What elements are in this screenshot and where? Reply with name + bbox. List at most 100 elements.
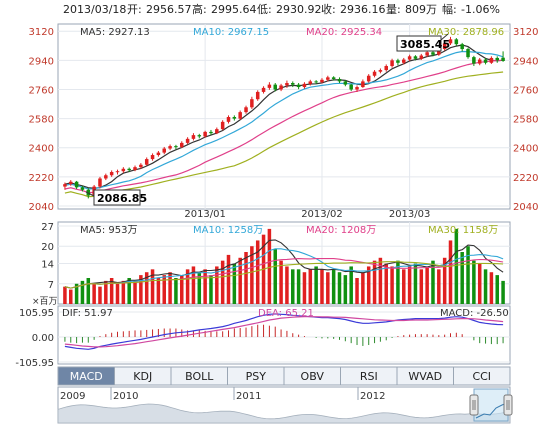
price-candle-body: [174, 146, 178, 148]
volume-bar: [156, 278, 161, 304]
volume-bar: [215, 266, 219, 304]
tab-wvad-label: WVAD: [408, 370, 442, 383]
macd-tick: -105.95: [15, 358, 54, 369]
high-label: 高:: [192, 2, 207, 16]
price-tick-right: 2580: [513, 115, 538, 126]
volume-bar: [302, 272, 307, 304]
low-marker-label: 2086.85: [97, 192, 147, 205]
volume-bar: [63, 286, 67, 304]
tab-wvad[interactable]: WVAD: [396, 366, 454, 386]
tab-psy[interactable]: PSY: [227, 366, 285, 386]
volume-bar: [133, 280, 137, 304]
price-candle-body: [109, 172, 114, 176]
volume-bar: [320, 269, 324, 304]
price-candle-body: [343, 81, 348, 85]
volume-bar: [98, 286, 102, 304]
volume-bar: [279, 260, 283, 304]
volume-bar: [168, 272, 172, 304]
dea-label: DEA: 65.21: [258, 308, 314, 319]
volume-bar: [366, 266, 371, 304]
navigator-year-label: 2010: [113, 391, 138, 402]
tab-cci-bg[interactable]: [453, 366, 511, 386]
price-candle-body: [267, 84, 272, 88]
price-candle-body: [419, 55, 424, 59]
tab-cci[interactable]: CCI: [453, 366, 511, 386]
price-candle-body: [495, 57, 499, 61]
price-candle-body: [302, 83, 307, 88]
low-value: 2930.92: [276, 3, 322, 16]
volume-bar: [314, 266, 318, 304]
volume-value: 809万: [405, 3, 437, 16]
volume-tick: 7: [48, 280, 54, 291]
indicator-tabs: MACD KDJ BOLL PSY OBV RSI WVAD CCI: [57, 366, 511, 386]
price-candle-body: [279, 85, 283, 90]
volume-bar: [86, 278, 91, 304]
price-candle-body: [197, 135, 202, 137]
price-tick-left: 2580: [29, 115, 54, 126]
volume-ma-line-30: [64, 261, 504, 289]
volume-bar: [390, 266, 394, 304]
tab-rsi[interactable]: RSI: [340, 366, 398, 386]
volume-bar: [372, 260, 377, 304]
volume-bar: [244, 252, 248, 304]
price-candle-body: [425, 52, 429, 56]
volume-bar: [384, 263, 388, 304]
price-ma-line-10: [64, 50, 504, 190]
price-x-tick: 2013/01: [184, 209, 226, 220]
volume-bar: [115, 283, 120, 304]
open-label: 开:: [127, 3, 142, 16]
volume-bar: [337, 272, 342, 304]
volume-bar: [92, 283, 96, 304]
price-candle-body: [285, 83, 289, 86]
volume-bar: [203, 269, 207, 304]
volume-ma-legend-item: MA10: 1258万: [193, 225, 263, 236]
tab-cci-label: CCI: [472, 370, 491, 383]
price-ma-legend-item: MA10: 2967.15: [193, 27, 269, 38]
price-candle-body: [501, 57, 505, 61]
change-label: 幅:: [442, 3, 457, 16]
volume-bar: [69, 289, 73, 304]
volume-bar: [472, 260, 476, 304]
tab-boll[interactable]: BOLL: [170, 366, 228, 386]
navigator-right-handle[interactable]: [503, 394, 513, 416]
price-candle-body: [156, 152, 161, 156]
price-candle-body: [442, 43, 447, 50]
navigator-left-handle[interactable]: [469, 394, 479, 416]
price-candle-body: [384, 66, 388, 71]
tab-kdj[interactable]: KDJ: [114, 366, 172, 386]
volume-bar: [419, 269, 424, 304]
volume-bar: [489, 272, 494, 304]
volume-bar: [331, 269, 336, 304]
price-candle-body: [431, 52, 435, 55]
volume-bar: [378, 257, 383, 304]
volume-bar: [442, 257, 447, 304]
volume-bar: [220, 260, 225, 304]
volume-bar: [495, 275, 499, 304]
price-ma-line-30: [64, 71, 504, 198]
price-candle-body: [191, 135, 196, 139]
tab-macd[interactable]: MACD: [57, 366, 115, 386]
volume-bar: [477, 263, 482, 304]
volume-bars: [63, 228, 505, 304]
price-candle-body: [466, 49, 470, 58]
price-candle-body: [203, 131, 207, 137]
price-y-axis-right: 3120 2940 2760 2580 2400 2220 2040: [513, 27, 538, 213]
volume-bar: [437, 269, 441, 304]
volume-bar: [431, 260, 435, 304]
price-candle-body: [337, 78, 342, 82]
price-candle-body: [454, 39, 459, 45]
price-ma-lines: [64, 44, 504, 198]
volume-bar: [226, 254, 231, 304]
price-candle-body: [273, 84, 277, 90]
price-candle-body: [296, 84, 301, 88]
price-candle-body: [314, 81, 318, 83]
price-candle-body: [133, 167, 137, 171]
macd-label: MACD: -26.50: [440, 308, 509, 319]
volume-bar: [139, 275, 143, 304]
tab-obv[interactable]: OBV: [283, 366, 341, 386]
price-candle-body: [366, 75, 371, 82]
price-candle-body: [483, 59, 488, 63]
price-candle-body: [250, 99, 254, 108]
volume-bar: [308, 269, 313, 304]
